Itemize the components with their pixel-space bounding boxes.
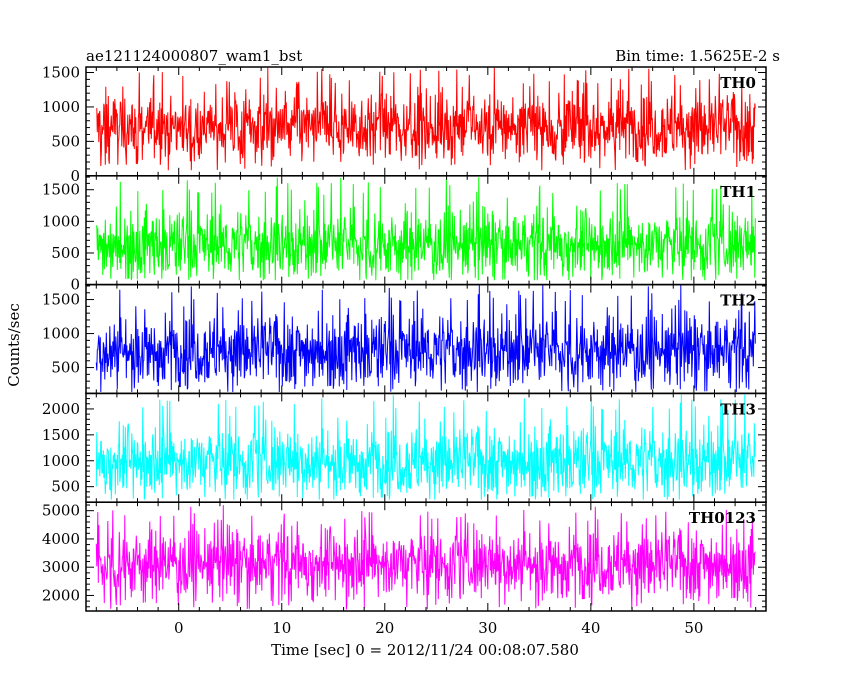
panel-label: TH0: [720, 74, 756, 92]
panel-th3: 500 1000 1500 2000 TH3: [42, 392, 767, 503]
x-tick-label: 40: [581, 619, 600, 637]
series-line-th0123: [95, 505, 756, 610]
x-tick-label: 0: [174, 619, 184, 637]
y-tick-label: 1000: [42, 98, 80, 116]
panel-label: TH1: [720, 183, 756, 201]
x-tick-label: 30: [478, 619, 497, 637]
y-tick-label: 1500: [42, 64, 80, 82]
y-tick-label: 3000: [42, 558, 80, 576]
y-tick-label: 2000: [42, 400, 80, 418]
y-tick-label: 0: [70, 167, 80, 185]
y-tick-label: 1000: [42, 212, 80, 230]
series-line-th2: [95, 284, 756, 393]
y-tick-label: 1000: [42, 325, 80, 343]
panel-label: TH3: [720, 400, 756, 418]
y-tick-label: 500: [51, 359, 80, 377]
y-tick-label: 500: [51, 132, 80, 150]
series-line-th1: [95, 177, 756, 281]
panel-th0: 0 500 1000 1500 TH0: [42, 64, 767, 185]
y-tick-label: 1500: [42, 291, 80, 309]
x-tick-label: 10: [272, 619, 291, 637]
y-tick-label: 1000: [42, 452, 80, 470]
y-axis-label: Counts/sec: [5, 303, 23, 387]
chart-title-left: ae121124000807_wam1_bst: [86, 47, 302, 65]
y-tick-label: 500: [51, 244, 80, 262]
x-tick-label: 50: [684, 619, 703, 637]
y-tick-label: 0: [70, 276, 80, 294]
panel-th2: 500 1000 1500 TH2: [42, 283, 767, 395]
panel-label: TH2: [720, 292, 756, 310]
series-line-th3: [95, 393, 756, 500]
y-tick-label: 4000: [42, 530, 80, 548]
panel-label: TH0123: [689, 509, 756, 527]
y-tick-label: 2000: [42, 586, 80, 604]
panel-th0123: 2000 3000 4000 5000 TH0123: [42, 501, 767, 612]
y-tick-label: 500: [51, 478, 80, 496]
y-tick-label: 1500: [42, 426, 80, 444]
series-line-th0: [96, 67, 756, 171]
panel-th1: 0 500 1000 1500 TH1: [42, 175, 767, 294]
x-axis-label: Time [sec] 0 = 2012/11/24 00:08:07.580: [271, 641, 579, 659]
chart-title-right: Bin time: 1.5625E-2 s: [615, 47, 780, 65]
y-tick-label: 1500: [42, 181, 80, 199]
y-tick-label: 5000: [42, 502, 80, 520]
x-tick-label: 20: [375, 619, 394, 637]
